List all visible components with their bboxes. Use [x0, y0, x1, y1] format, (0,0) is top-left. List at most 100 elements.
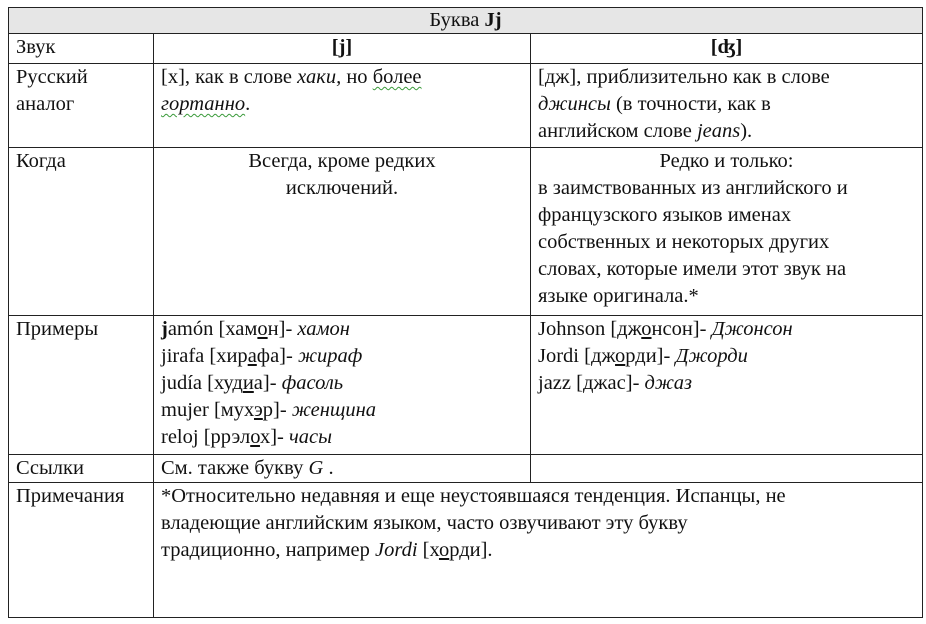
- analog-dzh: [дж], приблизительно как в слове джинсы …: [530, 63, 923, 148]
- title-text: Буква: [429, 9, 485, 31]
- example-item: jazz [джас]- джаз: [538, 370, 915, 397]
- row-when: Когда Всегда, кроме редких исключений. Р…: [8, 147, 923, 316]
- example-item: Johnson [джонсон]- Джонсон: [538, 316, 915, 343]
- table-title-row: Буква Jj: [8, 7, 923, 34]
- stressed-vowel: о: [257, 318, 268, 340]
- text-line: традиционно, например Jordi [хорди].: [161, 537, 915, 564]
- empty-cell: [530, 454, 923, 483]
- text-line: словах, которые имели этот звук на: [538, 258, 847, 280]
- example-item: judía [худиа]- фасоль: [161, 370, 523, 397]
- stressed-vowel: о: [438, 539, 450, 561]
- stressed-vowel: о: [615, 345, 626, 367]
- transcription: [джас: [571, 372, 626, 394]
- table-title: Буква Jj: [8, 7, 923, 34]
- text: См. также букву: [161, 457, 309, 479]
- row-label: Звук: [8, 33, 154, 64]
- example-item: reloj [ррэлох]- часы: [161, 424, 523, 451]
- example-item: Jordi [джорди]- Джорди: [538, 343, 915, 370]
- transcription: х]-: [259, 426, 289, 448]
- text: .: [323, 457, 334, 479]
- transcription: фа]-: [256, 345, 298, 367]
- text: традиционно, например: [161, 539, 376, 561]
- translation: жираф: [297, 345, 363, 367]
- transcription: [ррэл: [198, 426, 251, 448]
- text-line: [x], как в слове хаки, но более: [161, 64, 523, 91]
- text-line: джинсы (в точности, как в: [538, 91, 915, 118]
- sound-j: [j]: [153, 33, 531, 64]
- spanish-word: jazz: [538, 372, 571, 394]
- spellcheck-text: гортанно: [161, 93, 246, 115]
- translation: женщина: [291, 399, 377, 421]
- translation: джаз: [644, 372, 692, 394]
- text: [х: [417, 539, 439, 561]
- transcription: н]-: [267, 318, 298, 340]
- label-line: Русский: [16, 66, 88, 88]
- text-line: владеющие английским языком, часто озвуч…: [161, 512, 688, 534]
- row-notes: Примечания *Относительно недавняя и еще …: [8, 482, 923, 618]
- notes-text: *Относительно недавняя и еще неустоявшая…: [153, 482, 923, 618]
- text-italic: джинсы: [538, 93, 611, 115]
- spanish-word: judía: [161, 372, 202, 394]
- label-line: аналог: [16, 93, 75, 115]
- transcription: [дж: [579, 345, 616, 367]
- translation: хамон: [297, 318, 350, 340]
- row-label: Русский аналог: [8, 63, 154, 148]
- text: [x], как в слове: [161, 66, 298, 88]
- spellcheck-text: более: [372, 66, 422, 88]
- spanish-word: Johnson: [538, 318, 606, 340]
- letter-table: Буква Jj Звук [j] [ʤ] Русский аналог [x]…: [8, 7, 923, 618]
- text: но: [341, 66, 373, 88]
- text: английском слове: [538, 120, 697, 142]
- row-analog: Русский аналог [x], как в слове хаки, но…: [8, 63, 923, 148]
- text-italic: jeans: [696, 120, 741, 142]
- transcription: [мух: [208, 399, 254, 421]
- spanish-word: reloj: [161, 426, 199, 448]
- text-line: гортанно.: [161, 91, 523, 118]
- transcription: [дж: [605, 318, 642, 340]
- stressed-vowel: о: [250, 426, 260, 448]
- example-item: jirafa [хирафа]- жираф: [161, 343, 523, 370]
- bold-letter: j: [161, 318, 168, 340]
- translation: Джорди: [675, 345, 748, 367]
- text-line: в заимствованных из английского и: [538, 177, 848, 199]
- transcription: [хам: [213, 318, 258, 340]
- letter-link: G: [308, 457, 324, 479]
- row-links: Ссылки См. также букву G .: [8, 454, 923, 483]
- transcription: рди]-: [625, 345, 676, 367]
- row-examples: Примеры jamón [хамон]- хамон jirafa [хира…: [8, 315, 923, 455]
- spanish-word: amón: [167, 318, 214, 340]
- translation: Джонсон: [711, 318, 793, 340]
- row-label: Примечания: [8, 482, 154, 618]
- transcription: [хир: [204, 345, 248, 367]
- text-line: Всегда, кроме редких: [248, 150, 436, 172]
- text: ).: [740, 120, 753, 142]
- text-line: английском слове jeans).: [538, 118, 915, 145]
- when-dzh: Редко и только: в заимствованных из англ…: [530, 147, 923, 316]
- title-letter: Jj: [484, 9, 502, 31]
- examples-dzh: Johnson [джонсон]- Джонсон Jordi [джорди]…: [530, 315, 923, 455]
- text-line: французского языков именах: [538, 204, 792, 226]
- links-text: См. также букву G .: [153, 454, 531, 483]
- row-label: Ссылки: [8, 454, 154, 483]
- text-line: собственных и некоторых других: [538, 231, 830, 253]
- spanish-word: jirafa: [161, 345, 205, 367]
- text: (в точности, как в: [610, 93, 771, 115]
- stressed-vowel: а: [247, 345, 257, 367]
- transcription: ]-: [625, 372, 645, 394]
- text-line: языке оригинала.*: [538, 285, 699, 307]
- text-line: [дж], приблизительно как в слове: [538, 66, 830, 88]
- analog-j: [x], как в слове хаки, но более гортанно…: [153, 63, 531, 148]
- row-label: Когда: [8, 147, 154, 316]
- translation: часы: [288, 426, 332, 448]
- text-line: исключений.: [285, 177, 399, 199]
- row-label: Примеры: [8, 315, 154, 455]
- text-italic: хаки,: [297, 66, 342, 88]
- example-item: jamón [хамон]- хамон: [161, 316, 523, 343]
- sound-dzh: [ʤ]: [530, 33, 923, 64]
- translation: фасоль: [281, 372, 344, 394]
- when-j: Всегда, кроме редких исключений.: [153, 147, 531, 316]
- text-line: Редко и только:: [659, 150, 794, 172]
- text-italic: Jordi: [375, 539, 418, 561]
- transcription: [худ: [202, 372, 243, 394]
- transcription: нсон]-: [651, 318, 712, 340]
